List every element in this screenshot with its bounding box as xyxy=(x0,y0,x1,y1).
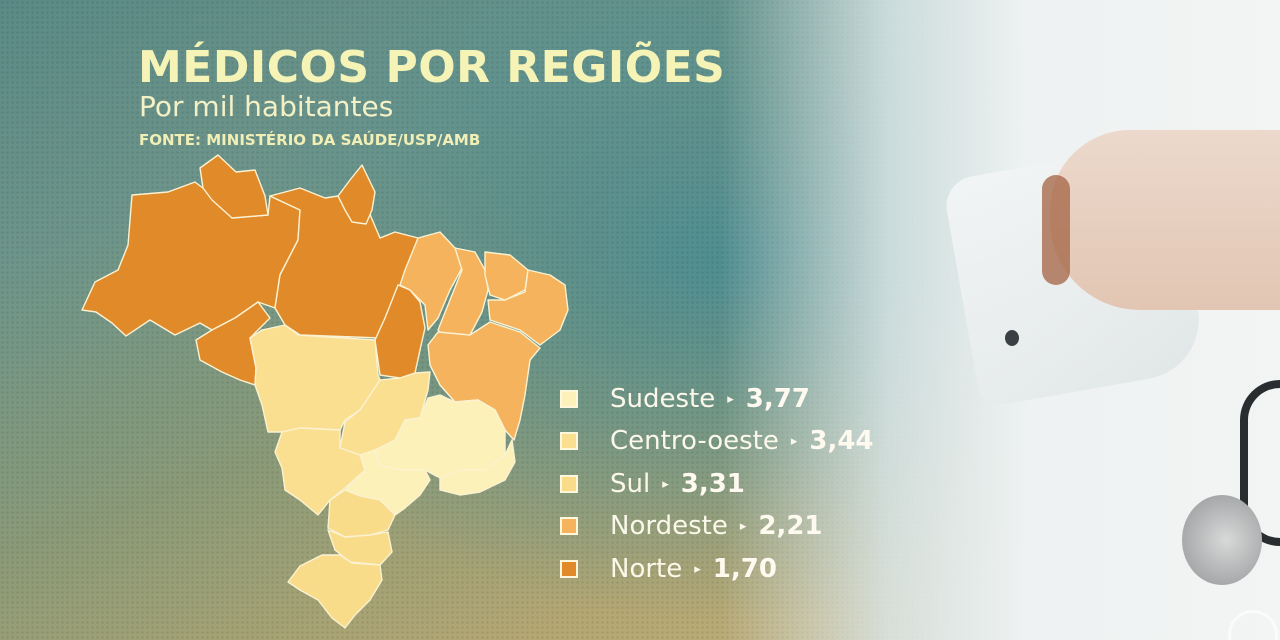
legend-region-label: Centro-oeste xyxy=(610,426,779,456)
legend-region-label: Norte xyxy=(610,554,683,584)
doctor-arm xyxy=(1050,130,1280,310)
legend-swatch xyxy=(560,432,578,450)
legend-swatch xyxy=(560,390,578,408)
arrow-right-icon: ▸ xyxy=(739,518,747,534)
legend-value: 2,21 xyxy=(758,511,823,541)
legend-value: 3,77 xyxy=(745,384,810,414)
state-rio-grande-do-sul xyxy=(287,554,383,629)
state-mato-grosso xyxy=(249,324,381,433)
arrow-right-icon: ▸ xyxy=(694,561,701,577)
state-rj-es xyxy=(439,439,516,496)
state-ceara xyxy=(484,251,529,301)
state-maranhao xyxy=(399,231,463,331)
state-santa-catarina xyxy=(327,529,393,566)
legend-item-norte: Norte ▸ 1,70 xyxy=(560,554,777,584)
region-sudeste xyxy=(344,394,516,516)
legend-item-sul: Sul ▸ 3,31 xyxy=(560,469,745,499)
legend-value: 3,44 xyxy=(809,426,874,456)
arm-shadow xyxy=(1042,175,1070,285)
arrow-right-icon: ▸ xyxy=(662,476,669,492)
legend-swatch xyxy=(560,475,578,493)
chart-title: MÉDICOS POR REGIÕES xyxy=(138,42,726,93)
state-parana xyxy=(327,489,396,538)
state-bahia xyxy=(427,321,541,441)
legend-region-label: Sul xyxy=(610,469,651,499)
chart-source: FONTE: MINISTÉRIO DA SAÚDE/USP/AMB xyxy=(139,131,481,149)
legend-swatch xyxy=(560,560,578,578)
state-amapa xyxy=(337,164,376,225)
state-roraima xyxy=(199,154,269,219)
legend-item-nordeste: Nordeste ▸ 2,21 xyxy=(560,511,823,541)
region-sul xyxy=(287,489,396,629)
legend-value: 3,31 xyxy=(680,469,745,499)
region-centro-oeste xyxy=(249,324,431,516)
legend-region-label: Nordeste xyxy=(610,511,728,541)
cuff-button xyxy=(1005,330,1019,346)
state-amazonas xyxy=(81,181,301,337)
arrow-right-icon: ▸ xyxy=(727,391,734,407)
chart-subtitle: Por mil habitantes xyxy=(139,90,394,123)
legend-region-label: Sudeste xyxy=(610,384,716,414)
arrow-right-icon: ▸ xyxy=(790,433,798,449)
state-rn-pb-pe-al-se xyxy=(487,269,569,346)
legend-value: 1,70 xyxy=(712,554,777,584)
legend-item-centro-oeste: Centro-oeste ▸ 3,44 xyxy=(560,426,874,456)
legend-item-sudeste: Sudeste ▸ 3,77 xyxy=(560,384,810,414)
stethoscope-icon xyxy=(1182,495,1262,585)
state-mato-grosso-do-sul xyxy=(274,427,366,516)
legend-swatch xyxy=(560,517,578,535)
region-nordeste xyxy=(399,231,569,441)
